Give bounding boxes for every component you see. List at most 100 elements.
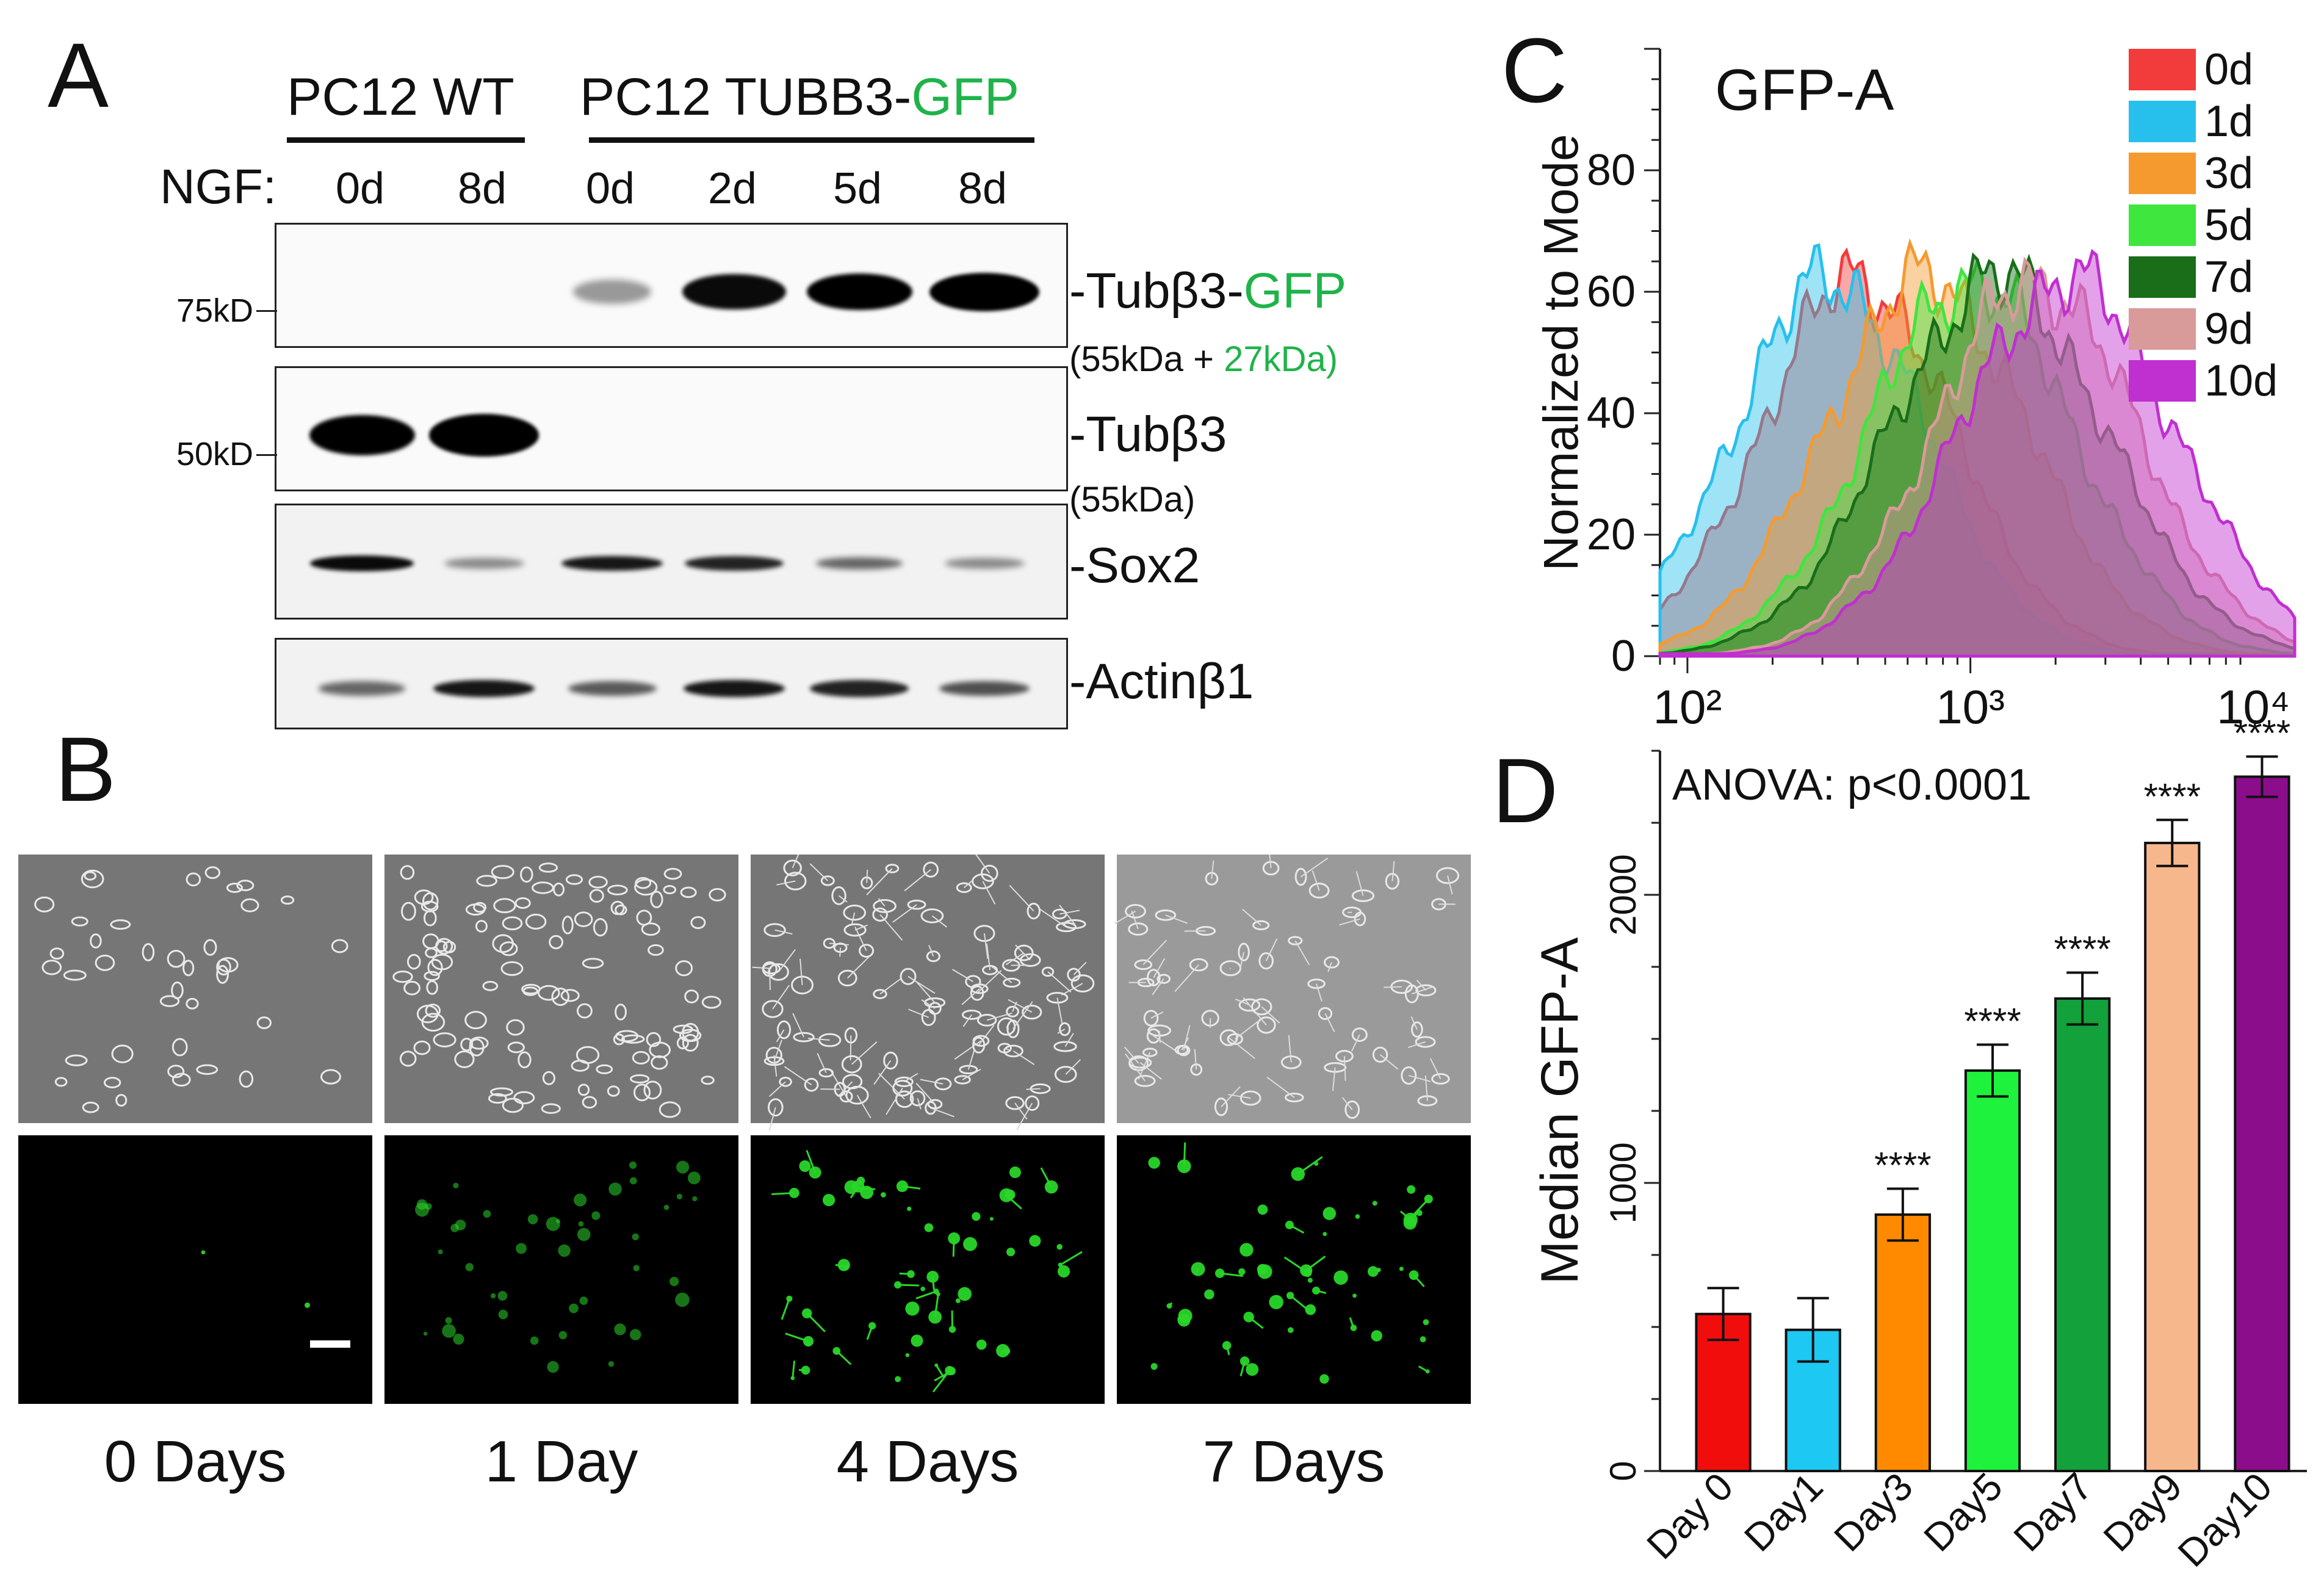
cell [182,960,195,977]
neurite [866,868,893,895]
gfp-neurite [866,1325,873,1340]
cell [433,1032,457,1047]
gfp-cell [1057,1265,1070,1278]
gfp-cell [455,1220,466,1231]
cell [954,1075,971,1085]
cell [34,896,55,913]
neurite [773,1039,782,1061]
neurite [1064,1033,1074,1047]
gfp-cell [676,1160,690,1174]
cell [894,1076,914,1087]
gfp-neurite [1305,1256,1326,1271]
neurite [1416,980,1427,991]
y-axis-label: Normalized to Mode [1534,134,1588,571]
neurite [784,1066,812,1086]
y-tick-label: 60 [1587,267,1636,316]
cell [701,996,721,1009]
gfp-neurite [952,1238,955,1257]
gfp-neurite [1297,1156,1323,1175]
cell [90,933,102,949]
neurite [892,904,917,923]
gfp-cell [442,1324,456,1338]
gfp-cell [633,1265,640,1271]
gfp-cell [569,1303,579,1314]
gfp-cell [546,1216,560,1231]
neurite [817,1053,827,1074]
neurite [917,1098,922,1110]
lane-label: 0d [335,164,385,213]
panel-letter-b: B [55,718,117,820]
neurite [1384,986,1402,988]
cell [507,1041,525,1054]
cell [491,865,514,880]
gfp-cell [527,1214,538,1224]
neurite [908,1008,929,1018]
blot-band [561,555,663,571]
neurite [1152,978,1164,996]
cell [791,975,814,995]
cell [892,1080,913,1097]
gfp-cell [1257,1204,1268,1215]
cell [159,995,180,1007]
cell [1214,1097,1229,1116]
cell [520,866,533,883]
gfp-cell [438,1249,443,1254]
cell [280,895,295,905]
cell [859,944,875,958]
cell [561,916,574,934]
gfp-cell [632,1233,639,1240]
cell [959,1065,978,1075]
cell [1344,1100,1360,1119]
lane-label: 8d [958,164,1008,213]
cell [537,985,560,1001]
gfp-cell [663,1204,669,1210]
cell [675,960,693,977]
gfp-cell [895,1376,901,1383]
blot-band [939,681,1030,696]
gfp-cell [676,1193,683,1200]
legend-swatch [2129,101,2196,142]
blot-band [816,557,903,570]
cell [499,941,518,956]
gfp-cell [856,1176,865,1185]
cell [779,1076,792,1087]
cell [784,872,807,891]
cell [1014,944,1034,961]
gfp-cell [1148,1157,1160,1169]
blot-band [682,273,786,310]
gfp-cell [1191,1262,1205,1276]
neurite [1012,1050,1035,1065]
cell [588,875,608,889]
gfp-cell [423,1331,428,1336]
histogram-series-7d [1658,252,2297,658]
row-sub-tubb3-gfp: (55kDa + 27kDa) [1069,339,1338,380]
histogram-series-10d [1658,248,2297,658]
cell [762,1000,784,1018]
gfp-cell [497,1291,508,1301]
cell [421,1013,446,1032]
cell [1052,908,1067,920]
cell [256,1016,272,1030]
cell [521,983,541,995]
cell [84,871,97,881]
gfp-cell [1319,1374,1329,1384]
gfp-cell [675,1292,690,1307]
y-tick-label: 80 [1587,146,1636,195]
neurite [752,966,772,969]
cell [1006,1019,1020,1038]
histogram-chart: 0 20 40 60 80 10² 10³ 10⁴ Normalized to Mode GFP-… [1534,45,2297,734]
neurite [1026,1088,1041,1090]
cell [768,963,789,981]
cell [482,981,499,991]
cell [676,1036,689,1050]
gfp-cell [1291,1167,1305,1181]
neurite [928,945,934,957]
cell [413,1040,431,1055]
gfp-neurite [1006,1195,1022,1210]
gfp-cell [498,1309,508,1320]
gfp-neurite [806,1150,816,1173]
cell [1307,978,1326,989]
gfp-cell [806,1342,810,1346]
cell [872,907,888,922]
cell [885,864,900,873]
